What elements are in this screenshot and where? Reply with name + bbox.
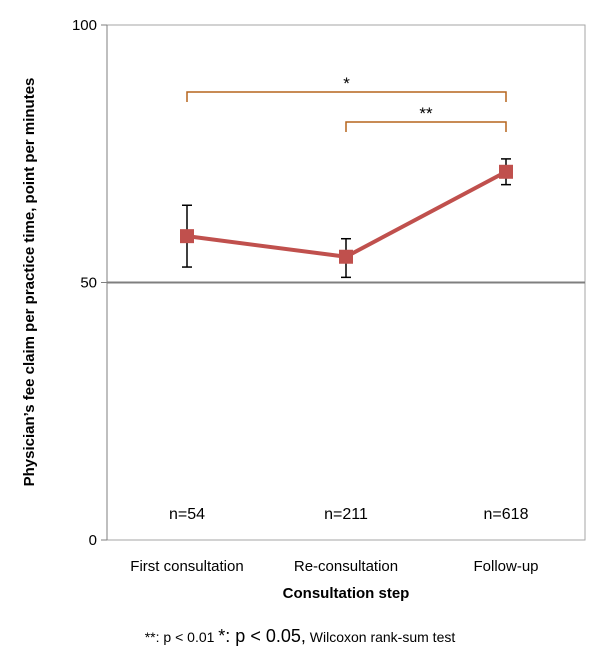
x-tick-label: Follow-up <box>473 558 538 575</box>
sample-size-label: n=211 <box>324 506 368 523</box>
y-tick-label: 50 <box>80 275 97 292</box>
sample-size-label: n=54 <box>169 506 205 523</box>
significance-label: ** <box>419 104 433 123</box>
x-tick-label: Re-consultation <box>294 558 398 575</box>
sample-size-label: n=618 <box>484 506 529 523</box>
significance-bracket <box>186 91 507 102</box>
footnote-test-name: Wilcoxon rank-sum test <box>309 629 456 645</box>
data-point <box>339 249 353 264</box>
significance-label: * <box>343 74 350 93</box>
y-tick-label: 0 <box>89 532 97 549</box>
data-point <box>180 229 194 244</box>
line-chart: 0 50 100 First consultation Re-consultation F… <box>21 17 586 602</box>
footnote: **: p < 0.01 *: p < 0.05, Wilcoxon rank-… <box>0 626 600 647</box>
footnote-significance-single: *: p < 0.05, <box>218 626 306 646</box>
y-tick-label: 100 <box>72 17 97 34</box>
x-axis-title: Consultation step <box>283 585 410 602</box>
y-axis-title: Physician’s fee claim per practice time,… <box>21 78 38 487</box>
footnote-significance-double: **: p < 0.01 <box>144 629 215 645</box>
x-tick-label: First consultation <box>130 558 243 575</box>
data-point <box>499 164 513 179</box>
significance-bracket <box>345 121 507 132</box>
